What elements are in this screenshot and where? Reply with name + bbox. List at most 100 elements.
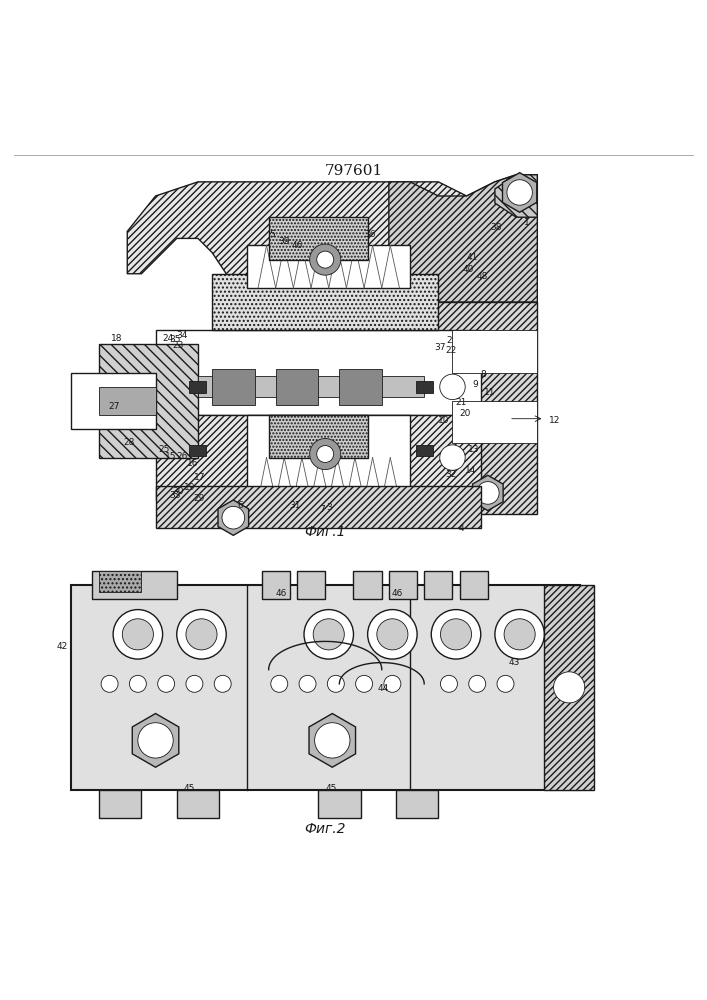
Circle shape — [368, 610, 417, 659]
Polygon shape — [452, 401, 537, 443]
Polygon shape — [318, 790, 361, 818]
Circle shape — [477, 482, 499, 504]
Polygon shape — [309, 714, 356, 767]
Polygon shape — [247, 245, 410, 288]
Text: 46: 46 — [291, 241, 303, 250]
Circle shape — [431, 610, 481, 659]
Polygon shape — [156, 486, 481, 528]
Text: 45: 45 — [184, 784, 195, 793]
Polygon shape — [424, 302, 537, 514]
Polygon shape — [269, 415, 368, 458]
Polygon shape — [416, 445, 433, 456]
Circle shape — [186, 619, 217, 650]
Text: 28: 28 — [123, 438, 134, 447]
Text: 25: 25 — [158, 445, 170, 454]
Text: 39: 39 — [279, 237, 290, 246]
Text: 2: 2 — [447, 336, 452, 345]
Text: 46: 46 — [392, 589, 403, 598]
Text: 21: 21 — [455, 398, 467, 407]
Text: 36: 36 — [364, 230, 375, 239]
Text: 46: 46 — [276, 589, 287, 598]
Polygon shape — [247, 415, 410, 500]
Text: 35: 35 — [170, 335, 181, 344]
Circle shape — [271, 675, 288, 692]
Circle shape — [327, 675, 344, 692]
Circle shape — [469, 675, 486, 692]
Polygon shape — [544, 585, 594, 790]
Circle shape — [384, 675, 401, 692]
Text: 16: 16 — [187, 459, 198, 468]
Text: 42: 42 — [57, 642, 68, 651]
Circle shape — [129, 675, 146, 692]
Circle shape — [313, 619, 344, 650]
Text: 24: 24 — [163, 334, 174, 343]
Polygon shape — [297, 571, 325, 599]
Polygon shape — [156, 330, 481, 415]
Circle shape — [317, 446, 334, 463]
Text: 22: 22 — [445, 346, 457, 355]
Circle shape — [440, 374, 465, 400]
Polygon shape — [424, 571, 452, 599]
Text: 12: 12 — [549, 416, 560, 425]
Polygon shape — [339, 369, 382, 405]
Text: 7: 7 — [319, 505, 325, 514]
Polygon shape — [503, 173, 537, 212]
Circle shape — [317, 251, 334, 268]
Circle shape — [222, 506, 245, 529]
Polygon shape — [127, 175, 537, 288]
Polygon shape — [460, 571, 488, 599]
Text: 44: 44 — [378, 684, 389, 693]
Text: 27: 27 — [109, 402, 120, 411]
Text: 17: 17 — [194, 473, 205, 482]
Circle shape — [507, 180, 532, 205]
Circle shape — [377, 619, 408, 650]
Text: 5: 5 — [269, 230, 275, 239]
Polygon shape — [132, 714, 179, 767]
Polygon shape — [198, 376, 424, 397]
Circle shape — [310, 244, 341, 275]
Circle shape — [113, 610, 163, 659]
Circle shape — [310, 438, 341, 470]
Circle shape — [315, 723, 350, 758]
Text: 3: 3 — [326, 503, 332, 512]
Polygon shape — [396, 790, 438, 818]
Polygon shape — [472, 475, 503, 511]
Polygon shape — [495, 175, 537, 217]
Text: 48: 48 — [477, 272, 488, 281]
Text: 797601: 797601 — [325, 164, 382, 178]
Polygon shape — [218, 500, 249, 535]
Circle shape — [304, 610, 354, 659]
Text: 29: 29 — [194, 494, 205, 503]
Polygon shape — [99, 571, 141, 592]
Circle shape — [214, 675, 231, 692]
Text: Фиг.1: Фиг.1 — [305, 525, 346, 539]
Text: 10: 10 — [438, 416, 450, 425]
Polygon shape — [452, 330, 537, 373]
Text: 19: 19 — [184, 483, 195, 492]
Polygon shape — [269, 217, 368, 260]
Polygon shape — [71, 373, 156, 429]
Circle shape — [554, 672, 585, 703]
Circle shape — [101, 675, 118, 692]
Text: 33: 33 — [170, 491, 181, 500]
Text: 41: 41 — [467, 253, 478, 262]
Polygon shape — [156, 415, 481, 500]
Text: 15: 15 — [165, 452, 177, 461]
Polygon shape — [99, 344, 198, 458]
Text: 32: 32 — [445, 470, 457, 479]
Circle shape — [497, 675, 514, 692]
Polygon shape — [389, 571, 417, 599]
Circle shape — [440, 445, 465, 470]
Circle shape — [158, 675, 175, 692]
Text: 11: 11 — [484, 388, 495, 397]
Text: 37: 37 — [434, 343, 445, 352]
Polygon shape — [71, 585, 580, 790]
Text: 9: 9 — [472, 380, 478, 389]
Text: Фиг.2: Фиг.2 — [305, 822, 346, 836]
Text: 45: 45 — [325, 784, 337, 793]
Polygon shape — [177, 790, 219, 818]
Text: 8: 8 — [481, 370, 486, 379]
Polygon shape — [354, 571, 382, 599]
Polygon shape — [212, 369, 255, 405]
Text: 14: 14 — [464, 466, 476, 475]
